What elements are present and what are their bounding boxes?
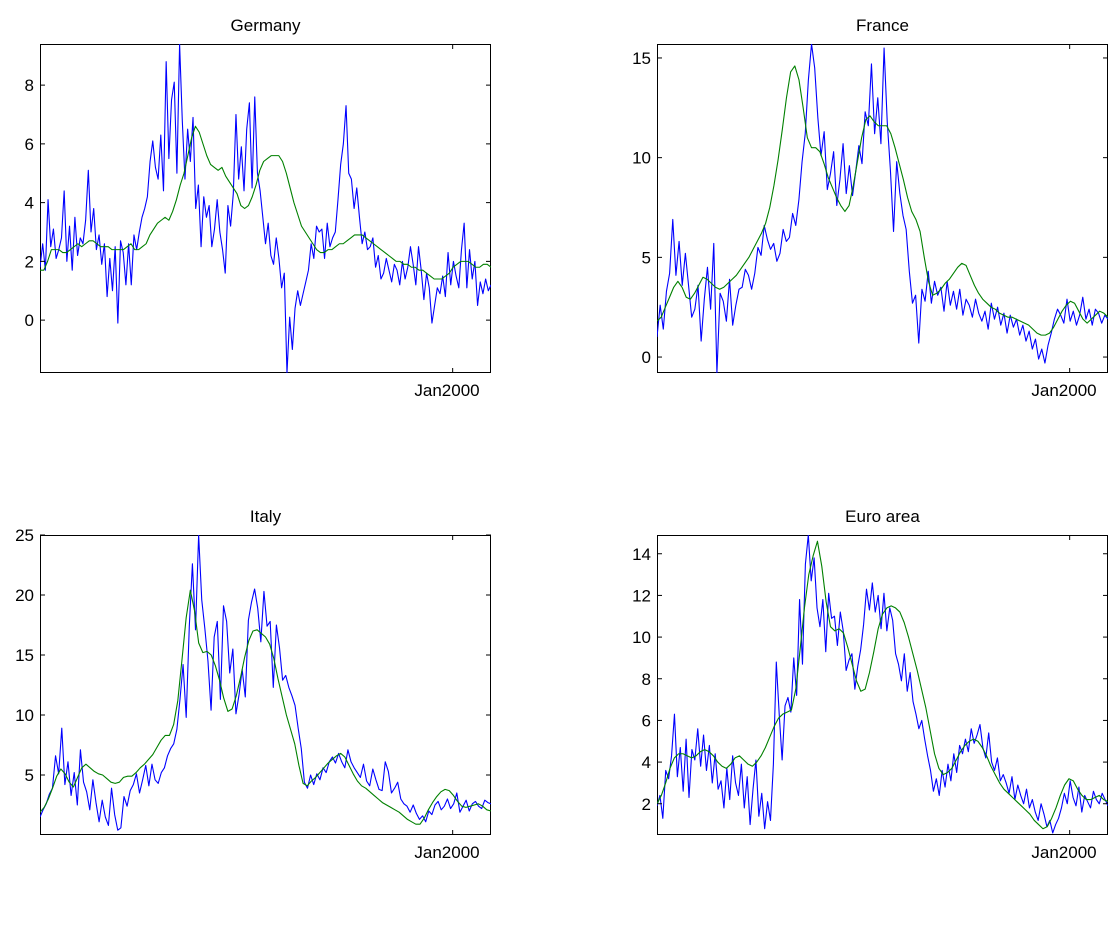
series-line-blue xyxy=(657,535,1108,834)
x-tick-label: Jan2000 xyxy=(1031,381,1096,400)
y-tick-label: 10 xyxy=(632,628,651,647)
panel-euro-area: Euro area Jan2000 2 4 6 8 10 12 14 xyxy=(632,507,1108,862)
y-tick-label: 12 xyxy=(632,586,651,605)
y-tick-label: 4 xyxy=(642,753,651,772)
y-tick-label: 2 xyxy=(642,795,651,814)
y-tick-label: 0 xyxy=(25,311,34,330)
y-tick-label: 14 xyxy=(632,545,651,564)
series-line-green xyxy=(657,65,1108,336)
y-tick-label: 20 xyxy=(15,586,34,605)
y-tick-label: 5 xyxy=(642,248,651,267)
series-line-blue xyxy=(40,535,491,831)
panel-title: Italy xyxy=(250,507,282,526)
y-tick-label: 5 xyxy=(25,766,34,785)
y-tick-label: 25 xyxy=(15,526,34,545)
panel-title: Germany xyxy=(231,16,301,35)
series-line-green xyxy=(657,540,1108,830)
y-tick-label: 8 xyxy=(642,670,651,689)
axes-frame xyxy=(657,535,1108,835)
y-tick-label: 15 xyxy=(632,49,651,68)
series-line-blue xyxy=(657,44,1108,373)
panel-germany: Germany Jan2000 0 2 4 6 8 xyxy=(25,16,491,400)
panel-france: France Jan2000 0 5 10 15 xyxy=(632,16,1108,400)
x-tick-label: Jan2000 xyxy=(414,381,479,400)
x-tick-label: Jan2000 xyxy=(414,843,479,862)
y-tick-label: 10 xyxy=(632,149,651,168)
x-tick-label: Jan2000 xyxy=(1031,843,1096,862)
y-tick-label: 0 xyxy=(642,348,651,367)
series-line-green xyxy=(40,589,491,825)
y-tick-label: 4 xyxy=(25,194,34,213)
y-tick-label: 6 xyxy=(642,711,651,730)
y-tick-label: 15 xyxy=(15,646,34,665)
panel-italy: Italy Jan2000 5 10 15 20 25 xyxy=(15,507,491,862)
panel-title: Euro area xyxy=(845,507,920,526)
panel-title: France xyxy=(856,16,909,35)
y-tick-label: 10 xyxy=(15,706,34,725)
series-line-blue xyxy=(40,44,491,373)
series-line-green xyxy=(40,125,491,280)
y-tick-label: 6 xyxy=(25,135,34,154)
y-tick-label: 2 xyxy=(25,252,34,271)
y-tick-label: 8 xyxy=(25,76,34,95)
axes-frame xyxy=(40,535,491,835)
axes-frame xyxy=(40,44,491,373)
